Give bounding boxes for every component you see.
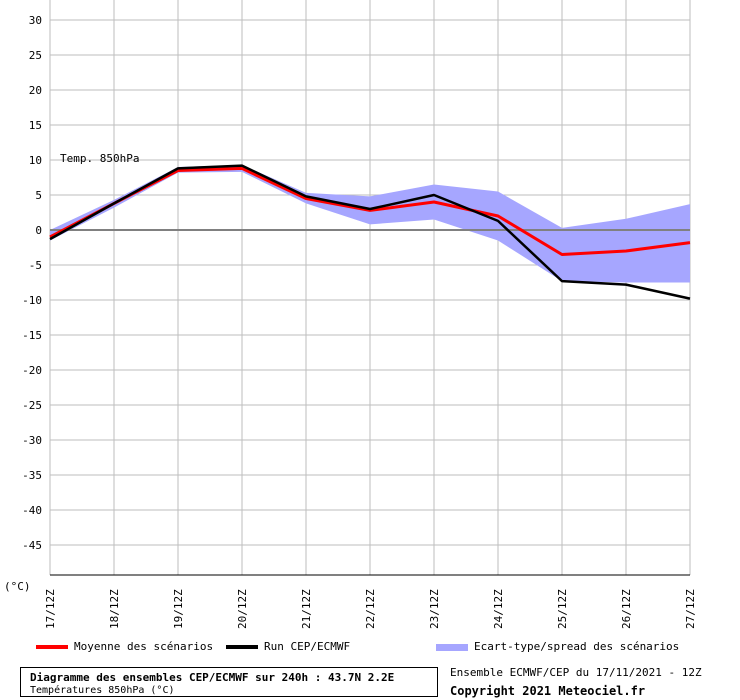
legend-label-mean: Moyenne des scénarios (74, 640, 214, 653)
chart-title: Diagramme des ensembles CEP/ECMWF sur 24… (30, 671, 395, 684)
x-tick-label: 27/12Z (684, 589, 697, 629)
y-tick-label: 25 (29, 49, 42, 62)
x-tick-label: 23/12Z (428, 589, 441, 629)
y-tick-label: 30 (29, 14, 42, 27)
legend-swatch-run (226, 645, 258, 649)
legend-item-run: Run CEP/ECMWF (226, 640, 350, 653)
y-tick-label: 0 (35, 224, 42, 237)
run-info: Ensemble ECMWF/CEP du 17/11/2021 - 12Z (450, 666, 702, 679)
legend-item-mean: Moyenne des scénarios (36, 640, 213, 653)
legend-swatch-mean (36, 645, 68, 649)
y-tick-label: -30 (22, 434, 42, 447)
legend-label-run: Run CEP/ECMWF (264, 640, 351, 653)
legend-label-spread: Ecart-type/spread des scénarios (474, 640, 680, 653)
y-tick-label: -35 (22, 469, 42, 482)
y-tick-label: -10 (22, 294, 42, 307)
y-tick-label: -15 (22, 329, 42, 342)
copyright: Copyright 2021 Meteociel.fr (450, 684, 646, 698)
x-tick-label: 17/12Z (44, 589, 57, 629)
x-axis-ticks: 17/12Z 18/12Z 19/12Z 20/12Z 21/12Z 22/12Z 23/1… (44, 589, 697, 629)
y-tick-label: -25 (22, 399, 42, 412)
ensemble-chart: 30 25 20 15 10 5 0 -5 -10 -15 -20 -25 -30 -35 -40 -45 1… (4, 0, 697, 629)
y-tick-label: 15 (29, 119, 42, 132)
grid (49, 0, 691, 576)
spread-band (50, 164, 690, 283)
y-tick-label: 10 (29, 154, 42, 167)
legend-item-spread: Ecart-type/spread des scénarios (436, 640, 679, 653)
y-tick-label: -40 (22, 504, 42, 517)
unit-label: (°C) (4, 580, 31, 593)
x-tick-label: 22/12Z (364, 589, 377, 629)
series-layer (49, 164, 691, 300)
y-axis-ticks: 30 25 20 15 10 5 0 -5 -10 -15 -20 -25 -30 -35 -40 -45 (22, 14, 42, 552)
chart-info-box: Diagramme des ensembles CEP/ECMWF sur 24… (20, 667, 438, 697)
y-tick-label: -20 (22, 364, 42, 377)
y-tick-label: 5 (35, 189, 42, 202)
series-line-run (49, 164, 691, 300)
chart-annotation: Temp. 850hPa (60, 152, 139, 165)
y-tick-label: -5 (29, 259, 42, 272)
y-tick-label: -45 (22, 539, 42, 552)
legend-swatch-spread (436, 643, 468, 651)
x-tick-label: 20/12Z (236, 589, 249, 629)
chart-subtitle: Températures 850hPa (°C) (30, 685, 175, 696)
x-tick-label: 26/12Z (620, 589, 633, 629)
x-tick-label: 19/12Z (172, 589, 185, 629)
x-tick-label: 25/12Z (556, 589, 569, 629)
x-tick-label: 18/12Z (108, 589, 121, 629)
x-tick-label: 21/12Z (300, 589, 313, 629)
x-tick-label: 24/12Z (492, 589, 505, 629)
y-tick-label: 20 (29, 84, 42, 97)
spread-band-layer (50, 164, 690, 283)
